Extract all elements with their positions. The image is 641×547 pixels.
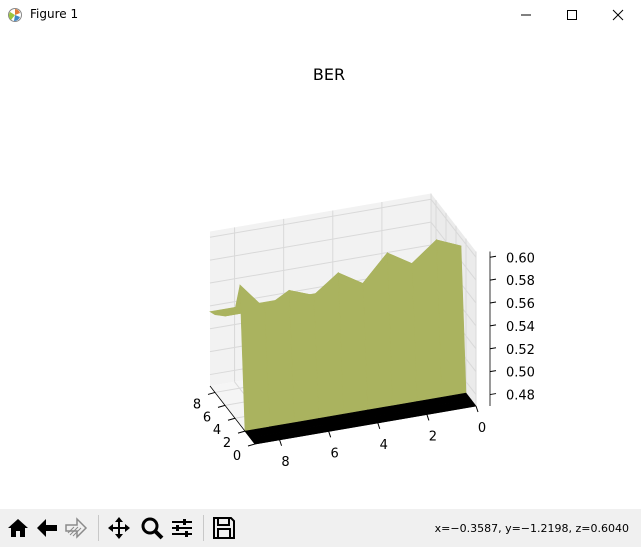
pan-button[interactable] (105, 514, 133, 542)
surface-plot[interactable]: BER 02468024680.480.500.520.540.560.580.… (0, 30, 641, 509)
x-tick (426, 414, 430, 421)
z-tick-label: 0.56 (506, 297, 535, 312)
y-tick-label: 2 (223, 436, 231, 451)
y-tick-label: 8 (193, 397, 201, 412)
minimize-button[interactable] (503, 0, 549, 30)
maximize-button[interactable] (549, 0, 595, 30)
z-tick-label: 0.48 (506, 389, 535, 404)
z-tick-label: 0.54 (506, 320, 535, 335)
zoom-button[interactable] (138, 514, 166, 542)
y-tick-label: 6 (203, 410, 211, 425)
z-tick (489, 324, 497, 327)
pan-icon (108, 517, 130, 539)
close-button[interactable] (595, 0, 641, 30)
close-icon (612, 9, 624, 21)
cursor-coordinates: x=−0.3587, y=−1.2198, z=0.6040 (434, 522, 629, 535)
z-tick (489, 278, 497, 281)
grid-line (430, 198, 477, 258)
y-tick (227, 417, 236, 421)
y-axis-line (209, 385, 256, 445)
y-tick (217, 404, 226, 408)
zoom-icon (141, 517, 164, 540)
back-icon (37, 519, 57, 537)
figure-canvas[interactable]: BER 0 2 4 6 8 0 2 4 6 8 0.48 0.50 0.52 0.54 0.56 0.58 0.… (0, 30, 641, 509)
x-tick (328, 431, 332, 438)
z-tick (489, 393, 497, 396)
x-tick (475, 405, 479, 413)
minimize-icon (521, 14, 531, 16)
home-button[interactable] (4, 514, 32, 542)
grid-line (209, 244, 432, 284)
toolbar-separator (203, 515, 204, 541)
title-bar: Figure 1 (0, 0, 641, 30)
forward-icon (65, 517, 88, 539)
x-tick-label: 8 (281, 455, 289, 470)
save-button[interactable] (210, 514, 238, 542)
z-tick (489, 301, 497, 304)
maximize-icon (567, 10, 577, 20)
y-tick (247, 443, 256, 447)
z-tick-label: 0.60 (506, 251, 535, 266)
y-tick-label: 0 (233, 449, 241, 464)
grid-line (209, 221, 432, 261)
z-tick (489, 370, 497, 373)
x-tick (279, 439, 283, 446)
z-tick-label: 0.58 (506, 274, 535, 289)
navigation-toolbar: x=−0.3587, y=−1.2198, z=0.6040 (0, 509, 641, 547)
z-tick-label: 0.52 (506, 343, 535, 358)
toolbar-separator (98, 515, 99, 541)
back-button[interactable] (33, 514, 61, 542)
x-tick-label: 2 (429, 429, 437, 444)
surface-patch (313, 272, 344, 419)
surface-patch (411, 239, 442, 402)
forward-button[interactable] (62, 514, 90, 542)
configure-subplots-icon (172, 519, 192, 537)
chart-title: BER (313, 65, 345, 84)
y-tick (207, 391, 216, 395)
z-tick (489, 255, 497, 258)
x-tick-label: 6 (331, 446, 339, 461)
x-tick-label: 4 (380, 438, 388, 453)
y-tick-label: 4 (213, 423, 221, 438)
grid-line (209, 198, 432, 238)
y-tick (237, 430, 246, 434)
save-icon (213, 517, 235, 539)
x-tick-label: 0 (478, 421, 486, 436)
x-axis-line (254, 405, 477, 445)
z-tick (489, 347, 497, 350)
configure-subplots-button[interactable] (168, 514, 196, 542)
z-tick-label: 0.50 (506, 366, 535, 381)
home-icon (8, 519, 28, 537)
x-tick (377, 422, 381, 430)
window-title: Figure 1 (30, 7, 79, 21)
matplotlib-app-icon (8, 8, 22, 22)
